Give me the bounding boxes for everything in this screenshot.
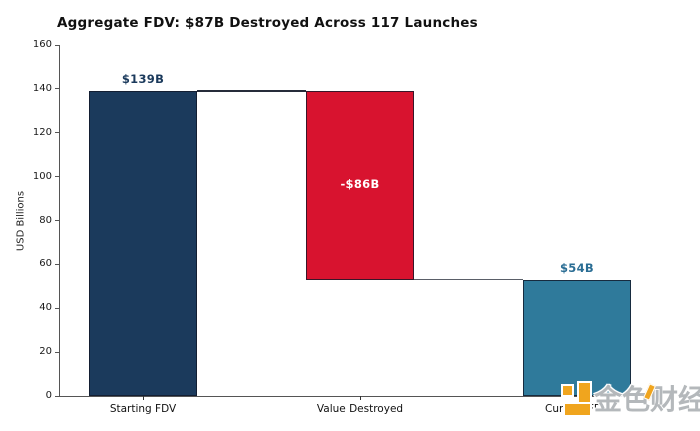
jinse-logo-foot	[563, 402, 592, 417]
jinse-watermark: 金色财经	[557, 378, 700, 426]
y-tick-mark	[55, 220, 60, 221]
y-tick-label: 20	[39, 346, 52, 358]
y-tick-label: 60	[39, 258, 52, 270]
y-tick-mark	[55, 307, 60, 309]
bar-value-label: $139B	[121, 72, 165, 87]
y-tick-mark	[55, 44, 60, 46]
bar-current-fdv	[523, 279, 631, 396]
chart-title: Aggregate FDV: $87B Destroyed Across 117…	[57, 15, 478, 31]
x-tick-label: Starting FDV	[109, 403, 177, 415]
connector-line	[197, 90, 306, 92]
bar-value-label: -$86B	[340, 177, 380, 192]
y-tick-label: 40	[39, 302, 52, 314]
y-tick-mark	[55, 176, 60, 178]
y-tick-mark	[55, 132, 60, 134]
connector-line	[414, 278, 523, 281]
jinse-logo-dot	[561, 384, 574, 397]
bar-starting-fdv	[89, 91, 197, 396]
bar-value-label: $54B	[560, 260, 594, 275]
y-tick-mark	[55, 88, 60, 90]
y-tick-mark	[55, 263, 60, 265]
y-tick-label: 100	[32, 170, 52, 182]
x-tick-label: Value Destroyed	[316, 403, 404, 415]
y-tick-mark	[55, 395, 60, 397]
y-tick-label: 0	[45, 390, 52, 401]
x-tick-mark	[143, 396, 144, 400]
y-tick-label: 160	[32, 39, 52, 50]
plot-area: 0 20 40 60 80 100 120 140 160 $139B Starting FDV -$…	[33, 39, 635, 415]
y-tick-label: 120	[32, 126, 52, 138]
x-tick-mark	[360, 396, 361, 400]
y-tick-label: 80	[39, 214, 52, 226]
y-tick-label: 140	[32, 82, 52, 94]
y-tick-mark	[55, 351, 60, 353]
bar-value-destroyed	[306, 91, 414, 280]
jinse-logo-icon	[557, 378, 593, 422]
